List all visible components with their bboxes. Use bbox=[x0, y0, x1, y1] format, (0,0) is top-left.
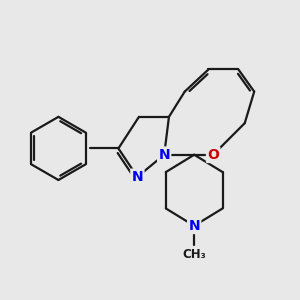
Text: CH₃: CH₃ bbox=[182, 248, 206, 261]
Text: N: N bbox=[188, 219, 200, 233]
Text: O: O bbox=[207, 148, 219, 162]
Text: N: N bbox=[132, 170, 143, 184]
Text: N: N bbox=[158, 148, 170, 162]
